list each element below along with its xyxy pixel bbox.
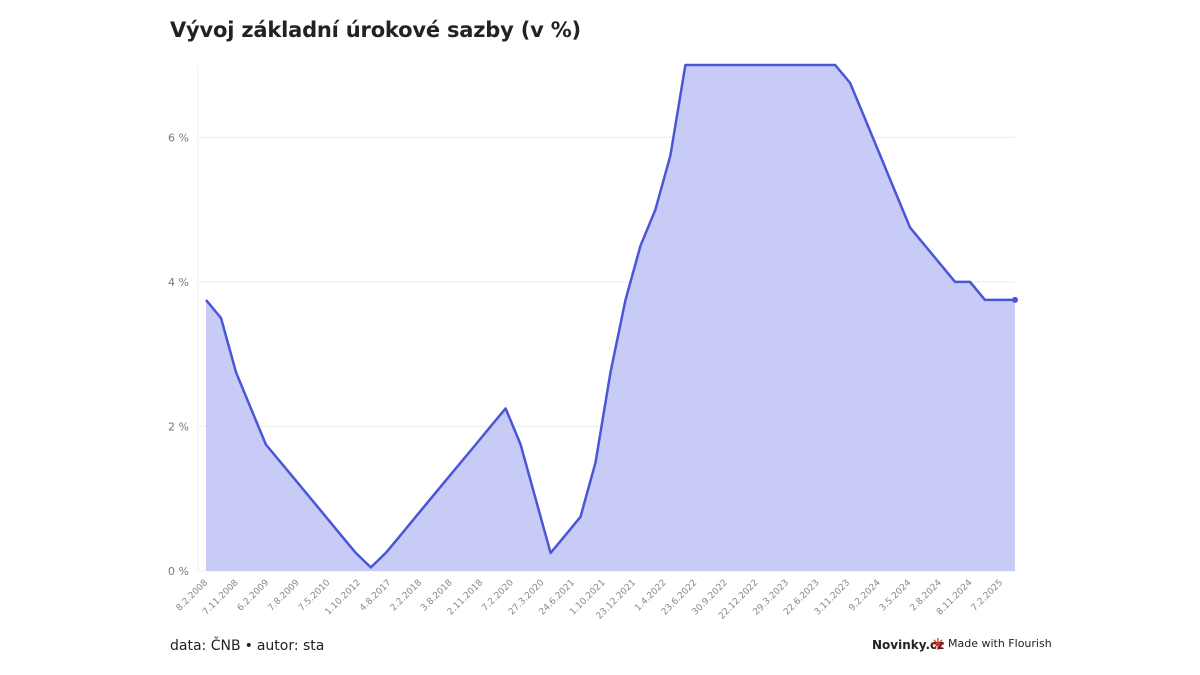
y-tick-label: 4 % — [168, 276, 189, 289]
rate-area — [206, 65, 1015, 571]
author-credit: autor: sta — [256, 638, 325, 654]
chart-title: Vývoj základní úrokové sazby (v %) — [170, 18, 581, 42]
y-tick-label: 0 % — [168, 565, 189, 578]
y-axis: 0 % 2 % 4 % 6 % — [168, 131, 189, 578]
last-point-marker[interactable] — [1012, 296, 1018, 303]
x-tick-label: 2.2.2018 — [389, 578, 425, 614]
rate-line — [205, 63, 1015, 569]
x-tick-label: 9.2.2024 — [847, 578, 883, 614]
x-tick-label: 7.2.2025 — [970, 578, 1005, 613]
x-tick-label: 4.8.2017 — [358, 578, 393, 613]
x-tick-label: 6.2.2009 — [236, 578, 272, 614]
flourish-label: Made with Flourish — [948, 637, 1052, 650]
source-credit: data: ČNB • autor: sta — [170, 638, 324, 654]
x-tick-label: 7.8.2009 — [266, 578, 302, 614]
separator: • — [244, 638, 253, 654]
flourish-icon — [932, 637, 944, 650]
data-source: data: ČNB — [170, 638, 241, 654]
x-tick-label: 3.5.2024 — [878, 578, 914, 614]
y-tick-label: 2 % — [168, 420, 189, 433]
flourish-credit[interactable]: Made with Flourish — [932, 637, 1052, 650]
y-tick-label: 6 % — [168, 131, 189, 144]
brand-logo[interactable]: Novinky.cz — [872, 638, 945, 652]
x-axis: 8.2.20087.11.20086.2.20097.8.20097.5.201… — [175, 578, 1005, 622]
